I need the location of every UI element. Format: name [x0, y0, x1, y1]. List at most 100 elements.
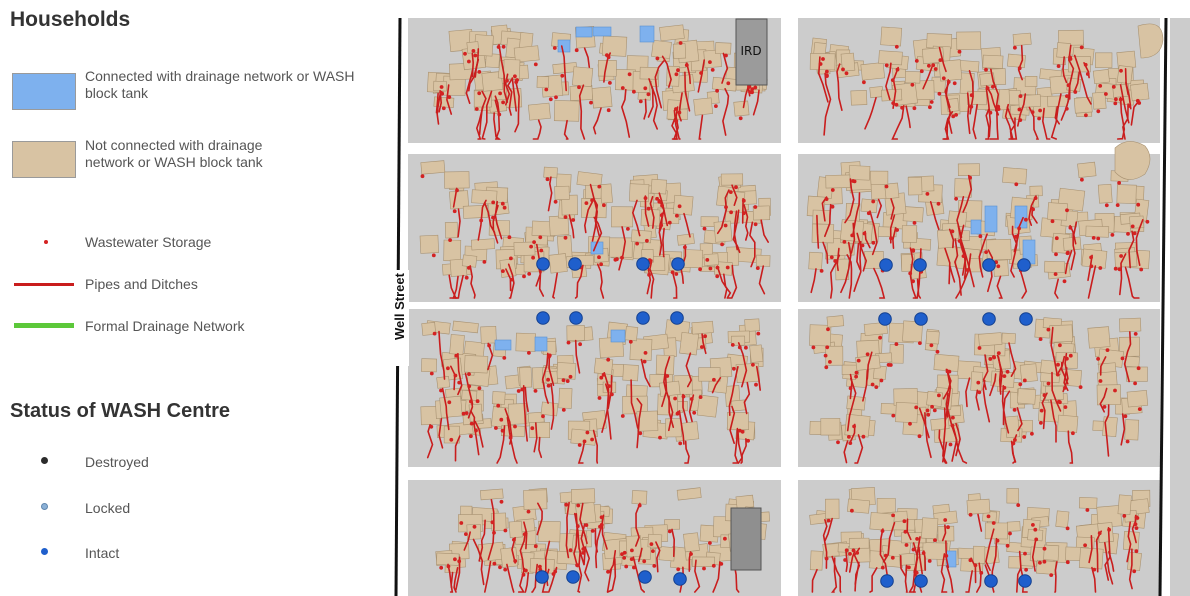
wastewater-storage	[651, 549, 655, 553]
wastewater-storage	[491, 215, 495, 220]
wastewater-storage	[890, 78, 895, 82]
camp-map[interactable]: IRD Well Street	[393, 18, 1190, 596]
pipe-ditch	[1128, 548, 1133, 590]
household	[500, 547, 519, 568]
connected-swatch	[12, 73, 76, 110]
wastewater-storage	[1130, 224, 1135, 229]
pipe-ditch	[664, 373, 674, 432]
pipe-ditch	[678, 92, 683, 122]
wastewater-storage	[1123, 414, 1128, 419]
wastewater-storage	[985, 86, 990, 91]
household	[508, 403, 528, 425]
pipe-ditch	[496, 425, 506, 464]
pipe-ditch	[946, 565, 954, 593]
household	[470, 238, 496, 251]
wastewater-storage	[700, 345, 704, 349]
wastewater-storage	[844, 548, 849, 553]
wastewater-storage	[1013, 438, 1017, 442]
wastewater-storage	[1063, 405, 1068, 409]
household	[609, 237, 633, 258]
wastewater-storage	[553, 199, 558, 204]
wastewater-storage	[1113, 388, 1117, 393]
wastewater-storage	[968, 175, 972, 180]
wastewater-storage	[823, 353, 828, 358]
wastewater-storage	[429, 371, 434, 376]
pipe-ditch	[536, 502, 543, 536]
wastewater-storage	[1038, 560, 1042, 565]
household	[537, 520, 561, 543]
wastewater-storage	[533, 389, 538, 393]
wastewater-storage	[1115, 203, 1120, 208]
wastewater-storage	[723, 223, 728, 228]
wastewater-storage	[932, 408, 937, 413]
not-connected-swatch	[12, 141, 76, 178]
household	[848, 165, 871, 181]
household	[449, 334, 465, 356]
household	[691, 320, 714, 335]
pipe-ditch	[671, 118, 678, 140]
wastewater-storage	[1046, 381, 1051, 386]
wastewater-storage	[712, 377, 716, 382]
pipe-ditch	[975, 389, 980, 411]
wastewater-storage	[844, 71, 849, 76]
wastewater-storage	[969, 104, 974, 109]
wastewater-storage	[681, 394, 686, 399]
pipe-ditch	[647, 78, 654, 118]
wastewater-storage	[532, 240, 536, 245]
pipe-ditch	[1124, 266, 1140, 299]
wastewater-storage	[527, 272, 532, 276]
wastewater-storage	[505, 78, 509, 83]
wastewater-storage	[645, 238, 649, 243]
wastewater-storage	[826, 327, 830, 332]
wastewater-storage	[449, 437, 454, 442]
wastewater-storage	[670, 270, 675, 275]
pipe-ditch	[474, 48, 480, 78]
wastewater-storage	[498, 91, 502, 96]
wastewater-storage	[564, 502, 569, 507]
household	[849, 537, 870, 549]
pipe-ditch	[1099, 356, 1107, 376]
wastewater-storage	[929, 343, 934, 348]
pipe-ditch	[985, 85, 1000, 116]
wastewater-storage	[1137, 101, 1142, 105]
pipe-ditch	[640, 358, 651, 388]
pipe-ditch	[533, 422, 538, 453]
wastewater-storage	[599, 515, 604, 520]
wastewater-storage	[937, 91, 942, 96]
wastewater-storage	[746, 438, 750, 443]
pipes-layer	[426, 44, 1144, 593]
pipe-ditch	[948, 228, 955, 249]
wastewater-storage	[891, 513, 895, 518]
wastewater-storage	[842, 240, 847, 244]
wastewater-storage	[1005, 369, 1010, 374]
wastewater-storage	[1042, 559, 1047, 564]
wastewater-storage	[943, 518, 948, 522]
wastewater-storage	[563, 235, 568, 240]
household	[839, 219, 865, 243]
pipe-ditch	[592, 197, 600, 237]
wastewater-storage	[658, 435, 662, 440]
pipe-ditch	[1054, 561, 1058, 593]
wastewater-storage	[724, 53, 728, 58]
wastewater-storage	[871, 240, 876, 245]
pipe-ditch	[457, 208, 461, 238]
pipe-ditch	[811, 568, 818, 593]
wastewater-storage	[649, 542, 654, 546]
household	[1047, 95, 1068, 108]
wastewater-storage	[675, 213, 679, 218]
wastewater-storage	[851, 548, 856, 553]
wash-centre-intact	[569, 311, 583, 325]
wastewater-storage	[969, 93, 974, 98]
pipe-ditch	[506, 416, 518, 464]
wastewater-storage	[432, 331, 437, 336]
wastewater-storage	[900, 105, 904, 110]
wastewater-storage	[737, 345, 742, 350]
wastewater-storage	[925, 408, 930, 413]
household	[972, 545, 986, 564]
wastewater-storage	[819, 269, 824, 273]
wastewater-storage	[1065, 560, 1070, 565]
wastewater-storage	[513, 424, 517, 429]
wastewater-storage	[860, 243, 865, 248]
wastewater-storage	[660, 203, 664, 208]
wastewater-storage	[585, 430, 590, 435]
